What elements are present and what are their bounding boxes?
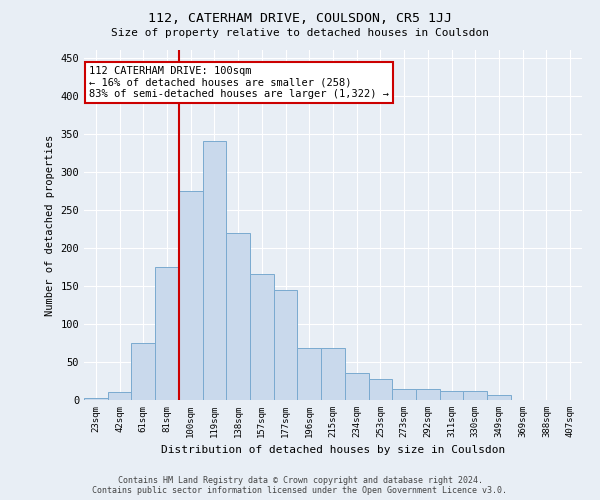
Bar (84, 398, 108, 400)
Bar (345, 374, 368, 400)
Bar (321, 348, 345, 400)
Bar (463, 391, 487, 400)
Bar (108, 392, 131, 400)
Bar (392, 388, 416, 400)
X-axis label: Distribution of detached houses by size in Coulsdon: Distribution of detached houses by size … (161, 446, 505, 456)
Text: 112, CATERHAM DRIVE, COULSDON, CR5 1JJ: 112, CATERHAM DRIVE, COULSDON, CR5 1JJ (148, 12, 452, 26)
Bar (250, 274, 274, 400)
Text: Contains HM Land Registry data © Crown copyright and database right 2024.
Contai: Contains HM Land Registry data © Crown c… (92, 476, 508, 495)
Bar (274, 290, 298, 400)
Bar (487, 396, 511, 400)
Text: Size of property relative to detached houses in Coulsdon: Size of property relative to detached ho… (111, 28, 489, 38)
Bar (416, 388, 440, 400)
Bar (226, 232, 250, 400)
Bar (298, 348, 321, 400)
Bar (155, 267, 179, 400)
Bar (440, 391, 463, 400)
Y-axis label: Number of detached properties: Number of detached properties (45, 134, 55, 316)
Bar (131, 343, 155, 400)
Bar (203, 142, 226, 400)
Bar (368, 378, 392, 400)
Text: 112 CATERHAM DRIVE: 100sqm
← 16% of detached houses are smaller (258)
83% of sem: 112 CATERHAM DRIVE: 100sqm ← 16% of deta… (89, 66, 389, 99)
Bar (179, 191, 203, 400)
